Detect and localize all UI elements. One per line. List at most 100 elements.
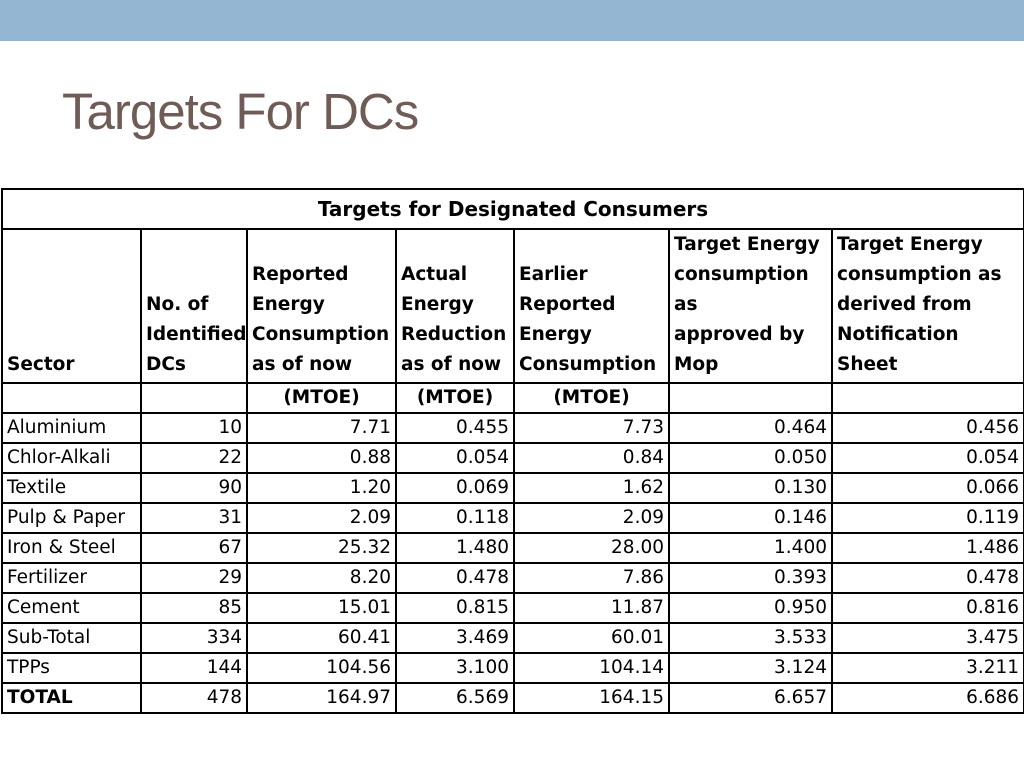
column-header-line: Energy: [252, 294, 325, 315]
cell-dc-count: 31: [140, 502, 248, 534]
column-header-line: Notification Sheet: [837, 324, 959, 375]
cell-actual-reduction: 6.569: [395, 682, 515, 714]
cell-earlier-reported: 28.00: [513, 532, 670, 564]
column-header-actual-reduction: Actual Energy Reduction as of now: [395, 228, 515, 384]
column-header-line: Reduction: [401, 324, 507, 345]
column-header-target-mop: Target Energy consumption as approved by Mo…: [668, 228, 833, 384]
table-row: Iron & Steel 67 25.32 1.480 28.00 1.400 1.486: [1, 532, 1024, 564]
cell-target-mop: 0.050: [668, 442, 833, 474]
column-header-line: DCs: [146, 354, 186, 375]
cell-actual-reduction: 1.480: [395, 532, 515, 564]
column-header-line: consumption as: [674, 264, 809, 315]
cell-target-notification: 0.456: [830, 412, 1024, 444]
cell-actual-reduction: 3.100: [395, 652, 515, 684]
sector-name: TOTAL: [1, 682, 142, 714]
cell-dc-count: 478: [140, 682, 248, 714]
column-header-sector: Sector: [1, 228, 142, 384]
table-row: Cement 85 15.01 0.815 11.87 0.950 0.816: [1, 592, 1024, 624]
column-header-line: Target Energy: [674, 234, 820, 255]
column-header-line: Target Energy: [837, 234, 983, 255]
sector-name: TPPs: [1, 652, 142, 684]
cell-earlier-reported: 164.15: [513, 682, 670, 714]
cell-dc-count: 85: [140, 592, 248, 624]
table-caption-row: Targets for Designated Consumers: [0, 188, 1024, 230]
column-header-line: Identified: [146, 324, 247, 345]
cell-dc-count: 29: [140, 562, 248, 594]
unit-label: (MTOE): [395, 382, 515, 414]
cell-earlier-reported: 7.86: [513, 562, 670, 594]
sector-name: Aluminium: [1, 412, 142, 444]
cell-target-mop: 6.657: [668, 682, 833, 714]
cell-dc-count: 22: [140, 442, 248, 474]
cell-reported-consumption: 104.56: [246, 652, 397, 684]
unit-label: [140, 382, 248, 414]
cell-target-notification: 6.686: [830, 682, 1024, 714]
table-row: Aluminium 10 7.71 0.455 7.73 0.464 0.456: [1, 412, 1024, 444]
sector-name: Sub-Total: [1, 622, 142, 654]
column-header-line: Reported: [519, 294, 616, 315]
column-header-line: Sector: [7, 354, 75, 375]
table-units-row: (MTOE) (MTOE) (MTOE): [1, 382, 1024, 414]
column-header-line: Energy: [519, 324, 592, 345]
cell-target-mop: 1.400: [668, 532, 833, 564]
table-row: Fertilizer 29 8.20 0.478 7.86 0.393 0.478: [1, 562, 1024, 594]
table-row: TOTAL 478 164.97 6.569 164.15 6.657 6.686: [1, 682, 1024, 714]
cell-target-notification: 0.119: [830, 502, 1024, 534]
cell-dc-count: 90: [140, 472, 248, 504]
cell-target-mop: 3.533: [668, 622, 833, 654]
sector-name: Textile: [1, 472, 142, 504]
column-header-line: Reported: [252, 264, 349, 285]
table-row: Chlor-Alkali 22 0.88 0.054 0.84 0.050 0.054: [1, 442, 1024, 474]
unit-label: [1, 382, 142, 414]
targets-table: Targets for Designated Consumers Sector N…: [0, 188, 1024, 714]
cell-reported-consumption: 1.20: [246, 472, 397, 504]
cell-actual-reduction: 0.478: [395, 562, 515, 594]
cell-earlier-reported: 7.73: [513, 412, 670, 444]
column-header-line: as of now: [401, 354, 502, 375]
sector-name: Chlor-Alkali: [1, 442, 142, 474]
cell-earlier-reported: 60.01: [513, 622, 670, 654]
cell-target-mop: 3.124: [668, 652, 833, 684]
cell-actual-reduction: 3.469: [395, 622, 515, 654]
cell-target-notification: 0.816: [830, 592, 1024, 624]
cell-target-mop: 0.130: [668, 472, 833, 504]
cell-target-notification: 0.054: [830, 442, 1024, 474]
cell-earlier-reported: 0.84: [513, 442, 670, 474]
cell-actual-reduction: 0.455: [395, 412, 515, 444]
sector-name: Iron & Steel: [1, 532, 142, 564]
cell-target-notification: 0.478: [830, 562, 1024, 594]
table-caption: Targets for Designated Consumers: [0, 188, 1024, 230]
column-header-line: derived from: [837, 294, 972, 315]
column-header-line: Mop: [674, 354, 719, 375]
sector-name: Cement: [1, 592, 142, 624]
cell-reported-consumption: 8.20: [246, 562, 397, 594]
unit-label: [668, 382, 833, 414]
cell-reported-consumption: 2.09: [246, 502, 397, 534]
cell-actual-reduction: 0.054: [395, 442, 515, 474]
cell-target-mop: 0.146: [668, 502, 833, 534]
top-accent-bar: [0, 0, 1024, 41]
cell-earlier-reported: 11.87: [513, 592, 670, 624]
cell-actual-reduction: 0.815: [395, 592, 515, 624]
cell-earlier-reported: 2.09: [513, 502, 670, 534]
table-row: TPPs 144 104.56 3.100 104.14 3.124 3.211: [1, 652, 1024, 684]
column-header-line: No. of: [146, 294, 209, 315]
cell-earlier-reported: 104.14: [513, 652, 670, 684]
cell-dc-count: 67: [140, 532, 248, 564]
unit-label: (MTOE): [246, 382, 397, 414]
cell-dc-count: 334: [140, 622, 248, 654]
table-row: Textile 90 1.20 0.069 1.62 0.130 0.066: [1, 472, 1024, 504]
column-header-target-notification: Target Energy consumption as derived from N…: [830, 228, 1024, 384]
column-header-line: Energy: [401, 294, 474, 315]
cell-actual-reduction: 0.118: [395, 502, 515, 534]
cell-target-notification: 1.486: [830, 532, 1024, 564]
column-header-line: consumption as: [837, 264, 1002, 285]
column-header-line: Consumption: [252, 324, 390, 345]
cell-target-mop: 0.464: [668, 412, 833, 444]
sector-name: Pulp & Paper: [1, 502, 142, 534]
cell-target-notification: 3.475: [830, 622, 1024, 654]
sector-name: Fertilizer: [1, 562, 142, 594]
column-header-line: as of now: [252, 354, 353, 375]
table-header-row: Sector No. of Identified DCs Reported Energy C…: [1, 228, 1024, 384]
unit-label: (MTOE): [513, 382, 670, 414]
